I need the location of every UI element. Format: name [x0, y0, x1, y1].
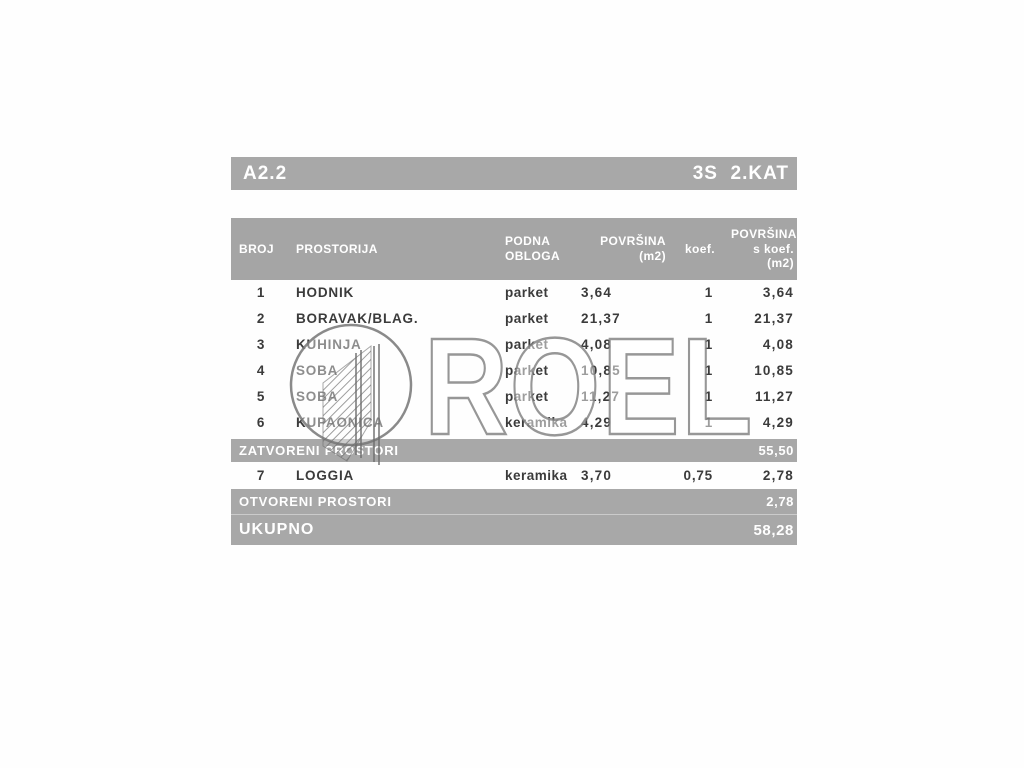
- cell-obloga: parket: [505, 337, 549, 352]
- summary-label: ZATVORENI PROSTORI: [239, 443, 399, 458]
- table-row: 6 KUPAONICA keramika 4,29 1 4,29: [231, 410, 797, 436]
- cell-povrsina-koef: 4,08: [762, 337, 794, 352]
- cell-povrsina: 21,37: [581, 311, 621, 326]
- table-body: 1 HODNIK parket 3,64 1 3,64 2 BORAVAK/BLAG. park…: [231, 280, 797, 545]
- cell-obloga: keramika: [505, 415, 568, 430]
- cell-povrsina: 3,64: [581, 285, 613, 300]
- cell-povrsina: 10,85: [581, 363, 621, 378]
- table-header: BROJ PROSTORIJA PODNA OBLOGA POVRŠINA (m…: [231, 218, 797, 280]
- col-header-broj: BROJ: [239, 241, 274, 256]
- table-row: 2 BORAVAK/BLAG. parket 21,37 1 21,37: [231, 306, 797, 332]
- cell-prostorija: KUHINJA: [296, 337, 362, 352]
- col-header-podna-obloga: PODNA OBLOGA: [505, 234, 561, 263]
- cell-obloga: keramika: [505, 468, 568, 483]
- cell-povrsina-koef: 10,85: [754, 363, 794, 378]
- cell-koef: 1: [704, 363, 713, 378]
- cell-broj: 6: [256, 415, 266, 430]
- cell-koef: 0,75: [683, 468, 713, 483]
- cell-koef: 1: [704, 285, 713, 300]
- summary-value: 2,78: [766, 494, 794, 509]
- cell-prostorija: HODNIK: [296, 285, 355, 300]
- cell-koef: 1: [704, 337, 713, 352]
- table-row: 7 LOGGIA keramika 3,70 0,75 2,78: [231, 462, 797, 489]
- cell-obloga: parket: [505, 363, 549, 378]
- cell-broj: 3: [256, 337, 266, 352]
- cell-broj: 2: [256, 311, 266, 326]
- summary-value: 55,50: [758, 443, 794, 458]
- unit-label: A2.2: [243, 162, 288, 184]
- cell-povrsina-koef: 2,78: [762, 468, 794, 483]
- cell-prostorija: SOBA: [296, 363, 339, 378]
- cell-obloga: parket: [505, 285, 549, 300]
- cell-prostorija: KUPAONICA: [296, 415, 384, 430]
- cell-koef: 1: [704, 389, 713, 404]
- cell-povrsina: 4,29: [581, 415, 613, 430]
- area-table-document: A2.2 3S 2.KAT BROJ PROSTORIJA PODNA OBLO…: [231, 157, 797, 545]
- summary-bar-zatvoreni: ZATVORENI PROSTORI 55,50: [231, 439, 797, 462]
- cell-prostorija: LOGGIA: [296, 468, 355, 483]
- table-row: 5 SOBA parket 11,27 1 11,27: [231, 384, 797, 410]
- cell-broj: 4: [256, 363, 266, 378]
- cell-koef: 1: [704, 415, 713, 430]
- cell-povrsina-koef: 4,29: [762, 415, 794, 430]
- col-header-prostorija: PROSTORIJA: [296, 241, 378, 256]
- cell-broj: 1: [256, 285, 266, 300]
- total-bar: UKUPNO 58,28: [231, 514, 797, 545]
- summary-value: 58,28: [753, 521, 794, 539]
- cell-broj: 7: [256, 468, 266, 483]
- cell-prostorija: SOBA: [296, 389, 339, 404]
- cell-koef: 1: [704, 311, 713, 326]
- table-row: 1 HODNIK parket 3,64 1 3,64: [231, 280, 797, 306]
- cell-povrsina-koef: 11,27: [754, 389, 794, 404]
- title-bar: A2.2 3S 2.KAT: [231, 157, 797, 190]
- table-row: 3 KUHINJA parket 4,08 1 4,08: [231, 332, 797, 358]
- table-row: 4 SOBA parket 10,85 1 10,85: [231, 358, 797, 384]
- col-header-povrsina-s-koef: POVRŠINA s koef. (m2): [731, 227, 797, 271]
- cell-prostorija: BORAVAK/BLAG.: [296, 311, 419, 326]
- summary-label: UKUPNO: [239, 521, 315, 538]
- col-header-koef: koef.: [684, 241, 715, 256]
- cell-broj: 5: [256, 389, 266, 404]
- summary-label: OTVORENI PROSTORI: [239, 494, 392, 509]
- summary-bar-otvoreni: OTVORENI PROSTORI 2,78: [231, 489, 797, 514]
- cell-povrsina: 11,27: [581, 389, 621, 404]
- cell-povrsina: 4,08: [581, 337, 613, 352]
- cell-obloga: parket: [505, 389, 549, 404]
- cell-povrsina-koef: 3,64: [762, 285, 794, 300]
- cell-obloga: parket: [505, 311, 549, 326]
- cell-povrsina: 3,70: [581, 468, 613, 483]
- col-header-povrsina: POVRŠINA (m2): [600, 234, 666, 263]
- cell-povrsina-koef: 21,37: [754, 311, 794, 326]
- floor-label: 3S 2.KAT: [692, 162, 789, 184]
